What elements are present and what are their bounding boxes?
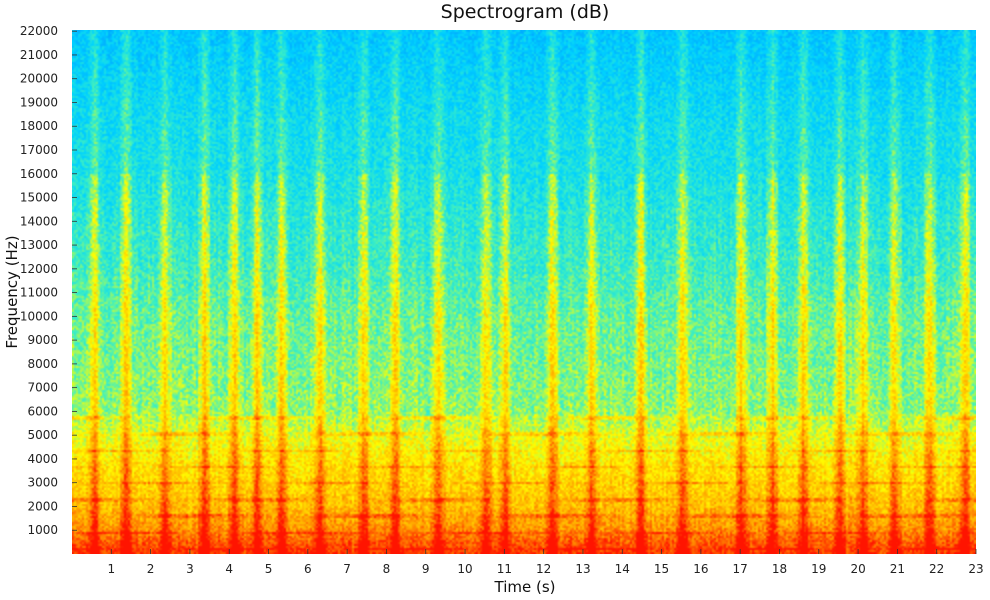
x-tick-label: 19	[811, 562, 826, 576]
x-tick-label: 2	[147, 562, 155, 576]
y-tick-label: 3000	[27, 476, 58, 490]
y-tick-label: 15000	[20, 191, 58, 205]
y-tick-label: 21000	[20, 48, 58, 62]
y-tick-label: 17000	[20, 143, 58, 157]
x-tick-label: 11	[497, 562, 512, 576]
x-tick-label: 4	[225, 562, 233, 576]
x-tick-label: 9	[422, 562, 430, 576]
y-tick-label: 6000	[27, 404, 58, 418]
y-tick-label: 13000	[20, 238, 58, 252]
chart-title: Spectrogram (dB)	[441, 1, 610, 23]
x-tick-label: 1	[107, 562, 115, 576]
x-axis-label: Time (s)	[494, 578, 556, 596]
x-tick-label: 6	[304, 562, 312, 576]
x-tick-label: 10	[457, 562, 472, 576]
y-tick-label: 11000	[20, 286, 58, 300]
x-tick-label: 3	[186, 562, 194, 576]
y-axis-label: Frequency (Hz)	[3, 235, 21, 348]
y-tick-label: 7000	[27, 381, 58, 395]
y-tick-label: 18000	[20, 119, 58, 133]
y-tick-label: 1000	[27, 523, 58, 537]
y-tick-label: 4000	[27, 452, 58, 466]
x-tick-label: 20	[850, 562, 865, 576]
x-tick-label: 15	[654, 562, 669, 576]
y-tick-label: 19000	[20, 95, 58, 109]
x-tick-label: 13	[575, 562, 590, 576]
x-tick-label: 7	[343, 562, 351, 576]
y-tick-label: 10000	[20, 309, 58, 323]
x-tick-label: 22	[929, 562, 944, 576]
y-axis: 1000 2000 3000 4000 5000 6000 7000 8000 9000 1000…	[20, 24, 77, 537]
x-tick-label: 17	[733, 562, 748, 576]
y-tick-label: 14000	[20, 214, 58, 228]
x-tick-label: 8	[383, 562, 391, 576]
y-tick-label: 20000	[20, 72, 58, 86]
y-tick-label: 22000	[20, 24, 58, 38]
x-axis: 1 2 3 4 5 6 7 8 9 10 11 12 13 14 15 16 17 18 19 20 21 22 23	[107, 549, 984, 576]
x-tick-label: 5	[265, 562, 273, 576]
x-tick-label: 21	[890, 562, 905, 576]
spectrogram-heatmap	[72, 30, 976, 554]
x-tick-label: 23	[968, 562, 983, 576]
plot-area	[72, 30, 976, 554]
y-tick-label: 2000	[27, 499, 58, 513]
y-tick-label: 5000	[27, 428, 58, 442]
y-tick-label: 9000	[27, 333, 58, 347]
x-tick-label: 12	[536, 562, 551, 576]
x-tick-label: 16	[693, 562, 708, 576]
y-tick-label: 8000	[27, 357, 58, 371]
y-tick-label: 12000	[20, 262, 58, 276]
y-tick-label: 16000	[20, 167, 58, 181]
x-tick-label: 18	[772, 562, 787, 576]
x-tick-label: 14	[615, 562, 630, 576]
